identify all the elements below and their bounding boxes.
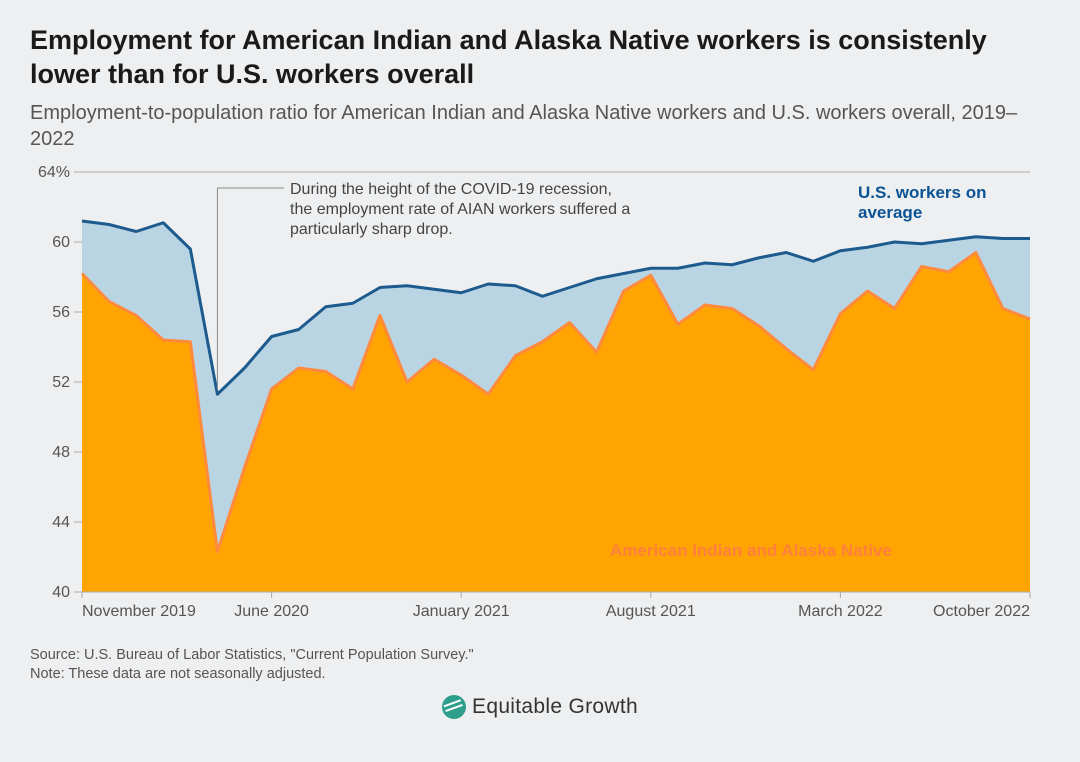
annotation-text: During the height of the COVID-19 recess…: [290, 181, 612, 198]
ytick-label: 40: [52, 584, 70, 601]
annotation-text: particularly sharp drop.: [290, 221, 453, 238]
logo-text: Equitable Growth: [472, 695, 638, 719]
xtick-label: October 2022: [933, 603, 1030, 620]
equitable-growth-logo: Equitable Growth: [442, 695, 638, 719]
chart-footer: Source: U.S. Bureau of Labor Statistics,…: [30, 646, 1050, 685]
logo-container: Equitable Growth: [30, 695, 1050, 724]
ytick-label: 52: [52, 374, 70, 391]
ytick-label: 56: [52, 304, 70, 321]
xtick-label: June 2020: [234, 603, 309, 620]
annotation-text: the employment rate of AIAN workers suff…: [290, 201, 630, 218]
xtick-label: January 2021: [413, 603, 510, 620]
xtick-label: August 2021: [606, 603, 696, 620]
chart-container: 40 44 48 52 56 60 64% November 2019 June 2020 Jan…: [30, 162, 1050, 632]
ytick-label: 64%: [38, 164, 70, 181]
series-label-us_overall-2: average: [858, 203, 922, 222]
chart-subtitle: Employment-to-population ratio for Ameri…: [30, 100, 1050, 152]
source-text: Source: U.S. Bureau of Labor Statistics,…: [30, 646, 1050, 666]
series-label-aian: American Indian and Alaska Native: [610, 541, 892, 560]
note-text: Note: These data are not seasonally adju…: [30, 665, 1050, 685]
ytick-label: 48: [52, 444, 70, 461]
chart-title: Employment for American Indian and Alask…: [30, 24, 1050, 92]
xtick-label: March 2022: [798, 603, 883, 620]
ytick-label: 44: [52, 514, 70, 531]
employment-chart: 40 44 48 52 56 60 64% November 2019 June 2020 Jan…: [30, 162, 1050, 632]
xtick-label: November 2019: [82, 603, 196, 620]
ytick-label: 60: [52, 234, 70, 251]
series-label-us_overall: U.S. workers on: [858, 183, 986, 202]
logo-icon: [442, 695, 466, 719]
